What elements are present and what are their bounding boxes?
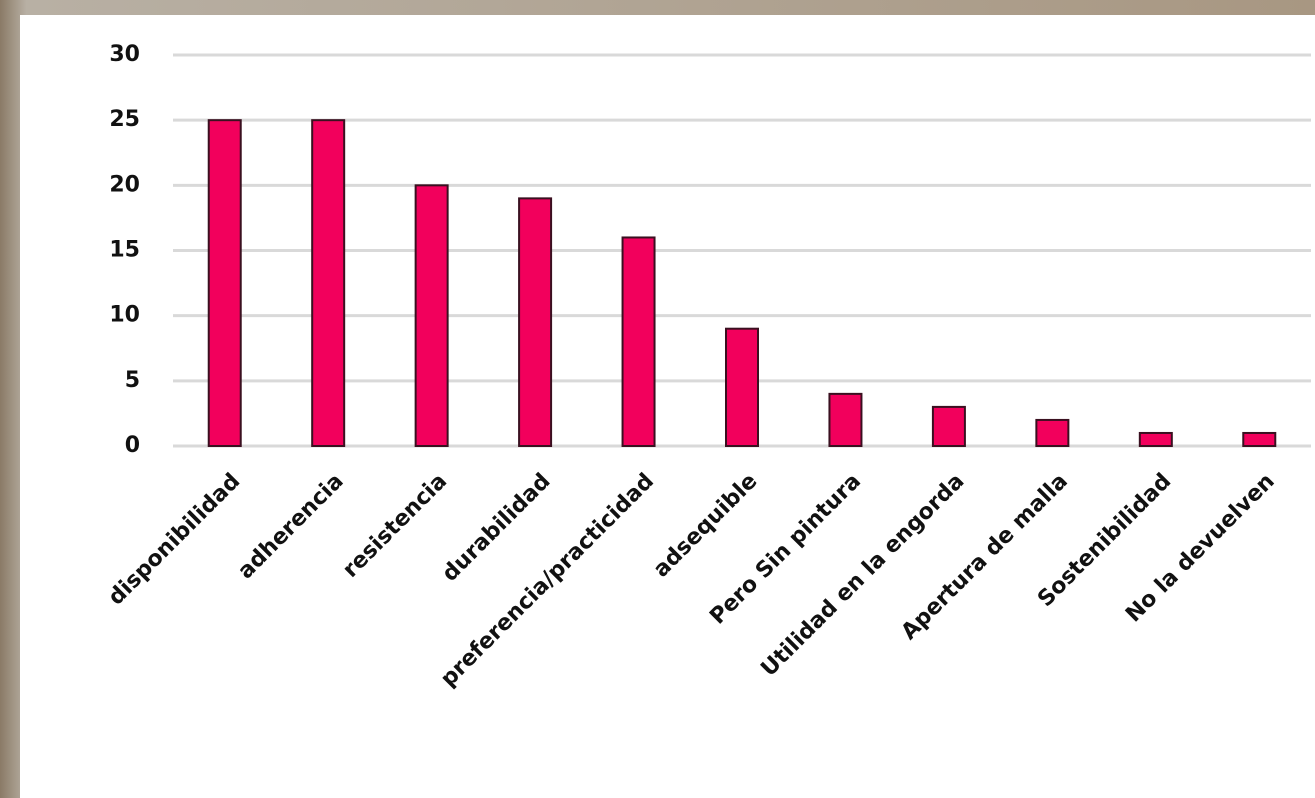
y-tick-label: 15 xyxy=(109,238,140,263)
bar xyxy=(931,405,966,447)
y-tick-label: 25 xyxy=(109,107,140,132)
y-tick-label: 0 xyxy=(125,433,140,458)
bar xyxy=(414,184,449,447)
y-tick-label: 20 xyxy=(109,172,140,197)
bar xyxy=(828,392,863,448)
bar xyxy=(311,119,346,448)
bar xyxy=(1138,431,1173,448)
y-tick-label: 10 xyxy=(109,303,140,328)
bar xyxy=(1035,418,1070,447)
bar xyxy=(207,119,242,448)
y-tick-label: 30 xyxy=(109,42,140,67)
bar xyxy=(1242,431,1277,448)
bar xyxy=(725,327,759,448)
bar xyxy=(518,197,553,447)
y-tick-label: 5 xyxy=(125,368,140,393)
bar xyxy=(621,236,656,447)
